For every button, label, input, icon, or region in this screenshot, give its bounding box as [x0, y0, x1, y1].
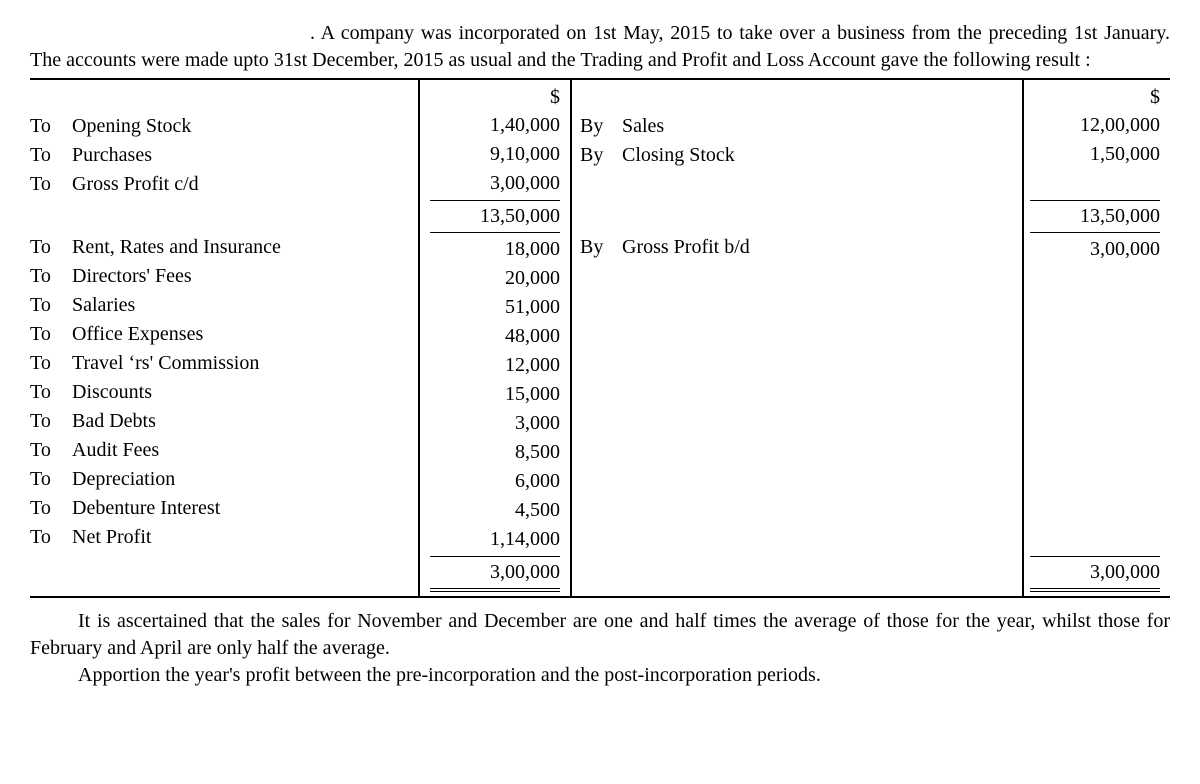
trading-credit-total: 13,50,000	[1030, 200, 1160, 230]
currency-header: $	[1030, 84, 1160, 111]
amount-cell: 20,000	[430, 264, 560, 293]
amount-cell: 12,00,000	[1030, 111, 1160, 140]
amount-cell: 4,500	[430, 496, 560, 525]
table-row: ToTravel ʻrs' Commission	[30, 349, 410, 378]
amount-cell: 3,000	[430, 409, 560, 438]
amount-cell: 1,50,000	[1030, 140, 1160, 169]
amount-cell: 1,14,000	[430, 525, 560, 554]
credit-label-column: BySales ByClosing Stock ByGross Profit b…	[572, 80, 1022, 596]
table-row: ToNet Profit	[30, 523, 410, 552]
intro-text: . A company was incorporated on 1st May,…	[30, 20, 1170, 74]
table-row: ToOffice Expenses	[30, 320, 410, 349]
table-row: ToDiscounts	[30, 378, 410, 407]
amount-cell: 9,10,000	[430, 140, 560, 169]
table-row: ToDirectors' Fees	[30, 262, 410, 291]
credit-amount-column: $ 12,00,000 1,50,000 13,50,000 3,00,000 …	[1022, 80, 1170, 596]
pl-credit-total: 3,00,000	[1030, 556, 1160, 592]
amount-cell: 3,00,000	[1030, 232, 1160, 264]
table-row: ToRent, Rates and Insurance	[30, 233, 410, 262]
debit-amount-column: $ 1,40,000 9,10,000 3,00,000 13,50,000 1…	[418, 80, 572, 596]
amount-cell: 3,00,000	[430, 169, 560, 198]
table-row: ToOpening Stock	[30, 112, 410, 141]
debit-label-column: ToOpening Stock ToPurchases ToGross Prof…	[30, 80, 418, 596]
amount-cell: 51,000	[430, 293, 560, 322]
currency-header: $	[430, 84, 560, 111]
footer-line-2: Apportion the year's profit between the …	[30, 662, 1170, 689]
amount-cell: 18,000	[430, 232, 560, 264]
footer-line-1: It is ascertained that the sales for Nov…	[30, 608, 1170, 662]
amount-cell: 6,000	[430, 467, 560, 496]
table-row: ToGross Profit c/d	[30, 170, 410, 199]
table-row: BySales	[580, 112, 1014, 141]
amount-cell: 1,40,000	[430, 111, 560, 140]
amount-cell: 15,000	[430, 380, 560, 409]
table-row: ToPurchases	[30, 141, 410, 170]
table-row: ToBad Debts	[30, 407, 410, 436]
amount-cell: 12,000	[430, 351, 560, 380]
pl-debit-total: 3,00,000	[430, 556, 560, 592]
table-row: ByClosing Stock	[580, 141, 1014, 170]
amount-cell: 8,500	[430, 438, 560, 467]
table-row: ToDebenture Interest	[30, 494, 410, 523]
trading-debit-total: 13,50,000	[430, 200, 560, 230]
trading-pl-account: ToOpening Stock ToPurchases ToGross Prof…	[30, 78, 1170, 598]
problem-intro: . A company was incorporated on 1st May,…	[30, 20, 1170, 74]
amount-cell: 48,000	[430, 322, 560, 351]
table-row: ByGross Profit b/d	[580, 233, 1014, 262]
table-row: ToDepreciation	[30, 465, 410, 494]
problem-footer: It is ascertained that the sales for Nov…	[30, 608, 1170, 689]
table-row: ToSalaries	[30, 291, 410, 320]
table-row: ToAudit Fees	[30, 436, 410, 465]
